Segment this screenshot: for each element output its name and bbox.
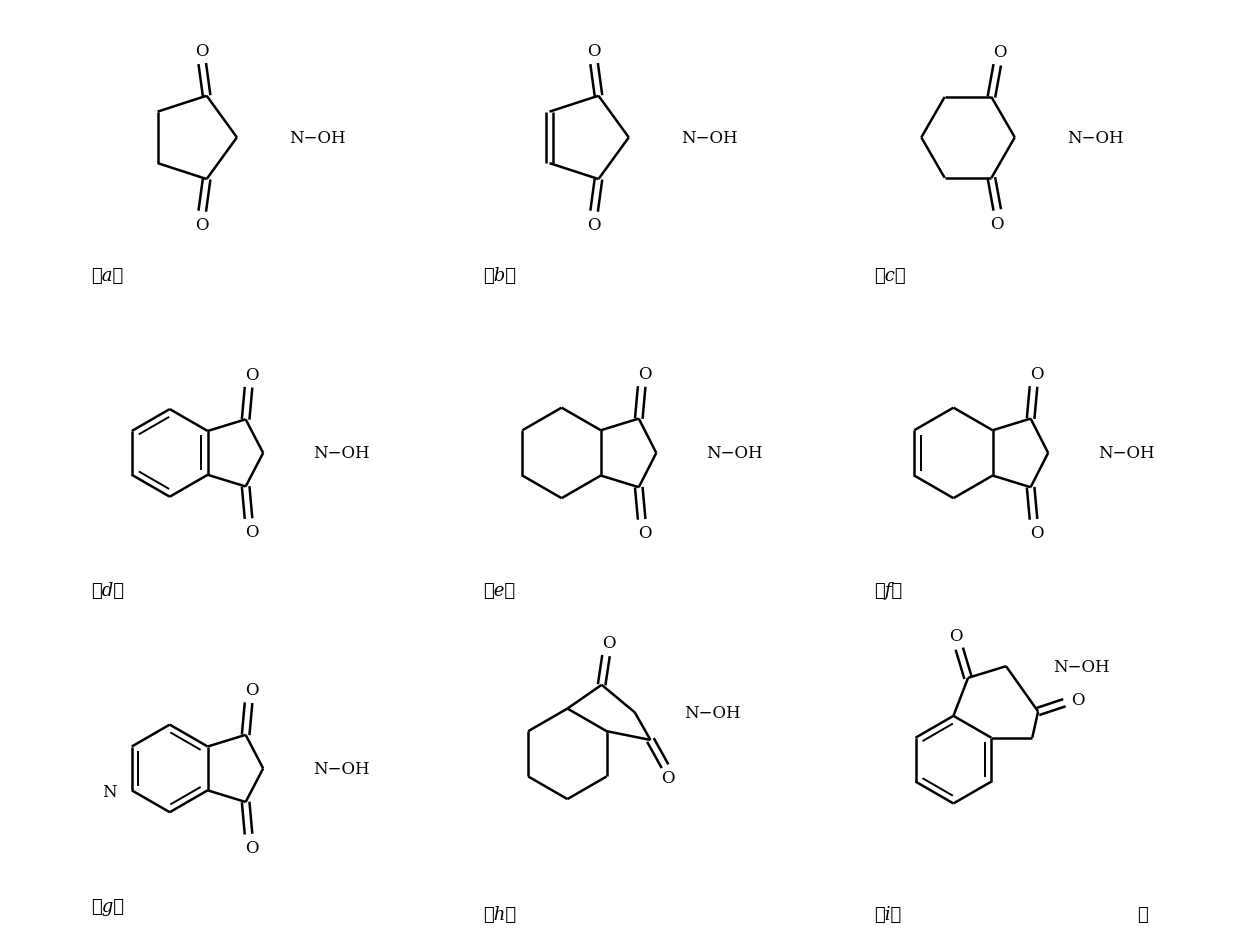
Text: N−OH: N−OH <box>312 760 370 777</box>
Text: N−OH: N−OH <box>1068 130 1123 147</box>
Text: （g）: （g） <box>91 897 124 914</box>
Text: O: O <box>1029 365 1043 383</box>
Text: O: O <box>1029 524 1043 541</box>
Text: O: O <box>950 627 963 644</box>
Text: （b）: （b） <box>482 267 516 285</box>
Text: O: O <box>244 681 258 698</box>
Text: O: O <box>1071 692 1084 709</box>
Text: N−OH: N−OH <box>681 130 738 147</box>
Text: O: O <box>661 769 675 786</box>
Text: O: O <box>244 366 258 383</box>
Text: O: O <box>603 635 616 651</box>
Text: N−OH: N−OH <box>1097 445 1154 461</box>
Text: O: O <box>196 216 210 234</box>
Text: （c）: （c） <box>874 267 906 285</box>
Text: O: O <box>637 365 651 383</box>
Text: （a）: （a） <box>91 267 123 285</box>
Text: O: O <box>244 524 258 541</box>
Text: （h）: （h） <box>482 905 516 924</box>
Text: O: O <box>637 524 651 541</box>
Text: O: O <box>991 215 1004 232</box>
Text: O: O <box>244 839 258 856</box>
Text: （f）: （f） <box>874 581 903 600</box>
Text: N−OH: N−OH <box>289 130 346 147</box>
Text: O: O <box>196 43 210 60</box>
Text: （i）: （i） <box>874 905 901 924</box>
Text: N−OH: N−OH <box>684 704 742 721</box>
Text: 。: 。 <box>1137 905 1148 924</box>
Text: （e）: （e） <box>482 581 515 600</box>
Text: N−OH: N−OH <box>1053 658 1110 675</box>
Text: N: N <box>103 783 118 800</box>
Text: N−OH: N−OH <box>312 445 370 461</box>
Text: O: O <box>588 216 601 234</box>
Text: O: O <box>588 43 601 60</box>
Text: O: O <box>993 44 1007 61</box>
Text: N−OH: N−OH <box>706 445 763 461</box>
Text: （d）: （d） <box>91 581 124 600</box>
